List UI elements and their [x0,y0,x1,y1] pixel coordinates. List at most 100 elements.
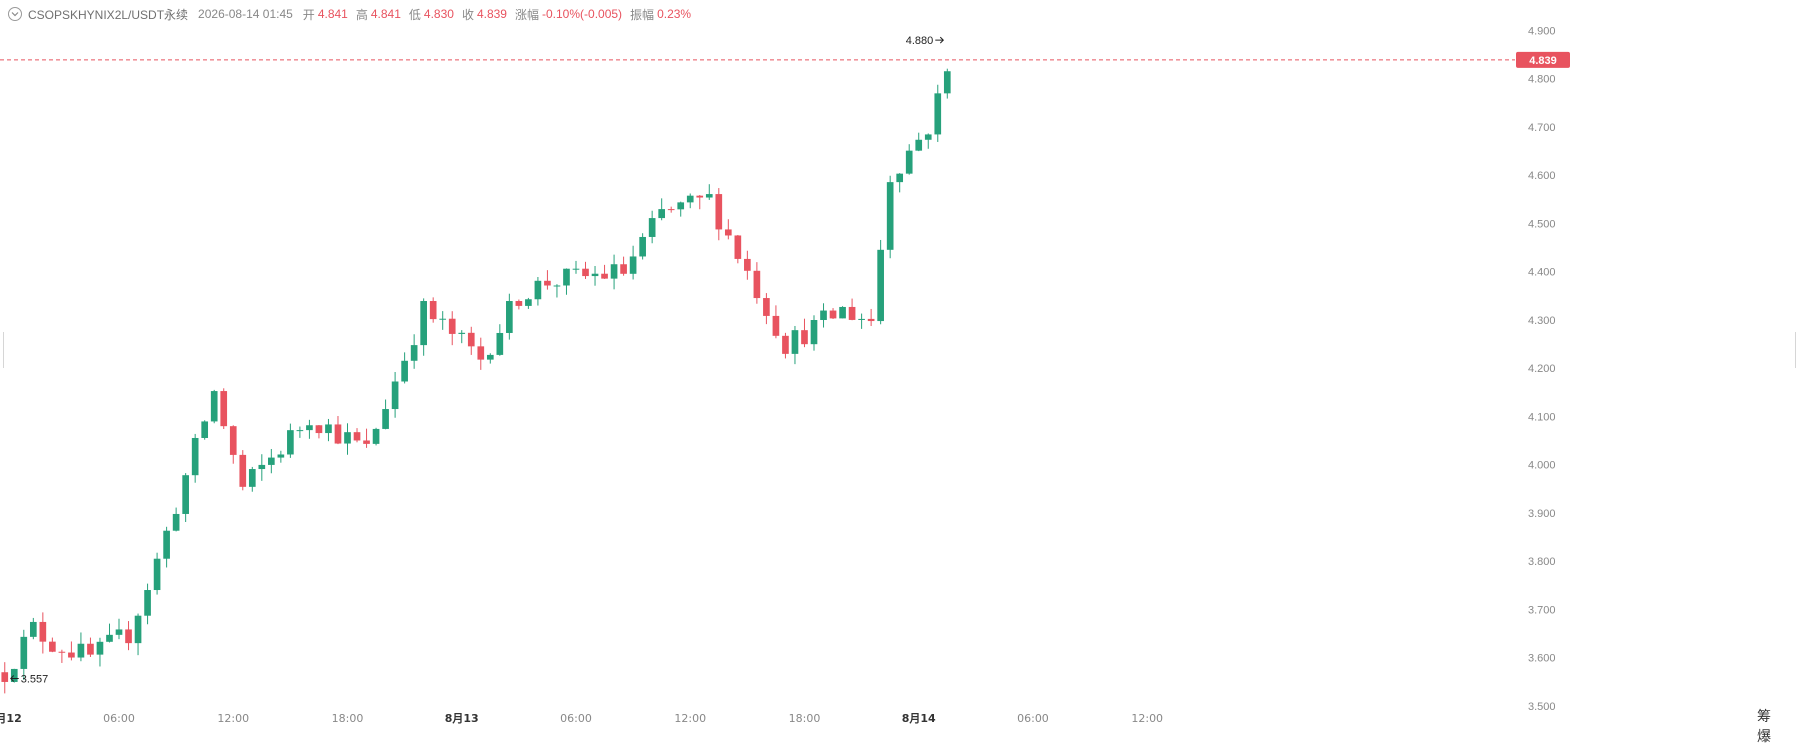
candle[interactable] [172,507,180,532]
candle[interactable] [763,293,770,325]
candle[interactable] [744,250,751,280]
candle[interactable] [49,637,56,653]
candle[interactable] [667,206,675,213]
candle[interactable] [315,425,323,439]
candle[interactable] [296,426,304,438]
candle[interactable] [268,448,275,474]
candle[interactable] [448,311,456,346]
candle[interactable] [1,662,9,694]
candle[interactable] [87,637,94,658]
candle[interactable] [829,308,837,319]
candle[interactable] [20,629,28,680]
candle[interactable] [696,195,704,210]
candle[interactable] [144,583,151,625]
candle[interactable] [29,617,37,640]
candle[interactable] [905,144,913,175]
candle[interactable] [658,198,666,221]
candle[interactable] [429,297,437,323]
candle[interactable] [439,311,447,330]
candle[interactable] [191,433,199,483]
right-scroll-handle[interactable] [1795,332,1799,368]
candle[interactable] [839,306,846,319]
candle[interactable] [134,613,142,656]
candle[interactable] [734,234,742,264]
symbol-label[interactable]: CSOPSKHYNIX2L/USDT永续 [28,7,189,22]
candle[interactable] [896,173,904,193]
candle[interactable] [182,473,189,523]
candle[interactable] [886,175,894,259]
candle[interactable] [791,325,799,365]
candle[interactable] [639,233,646,260]
candle[interactable] [810,315,818,351]
candle[interactable] [629,245,637,280]
candle[interactable] [210,389,218,424]
candle[interactable] [334,416,342,445]
candle[interactable] [601,264,608,279]
price-axis[interactable]: 3.500 3.600 3.700 3.800 3.900 4.000 4.100 4.200… [1528,25,1556,713]
candle[interactable] [486,353,494,364]
candle[interactable] [867,308,875,327]
candle[interactable] [648,210,656,244]
candle[interactable] [753,262,761,304]
candle[interactable] [410,334,418,369]
candle[interactable] [382,399,389,430]
candle[interactable] [534,277,542,306]
candle[interactable] [934,84,942,142]
candle[interactable] [277,450,285,463]
candle[interactable] [620,256,627,276]
candle[interactable] [229,425,237,464]
candle[interactable] [782,332,789,359]
candle[interactable] [248,466,256,492]
candle[interactable] [677,201,685,217]
candle[interactable] [553,284,561,298]
left-scroll-handle[interactable] [0,332,4,368]
candle[interactable] [544,270,551,290]
candle[interactable] [943,68,951,99]
candle[interactable] [10,668,18,683]
candle[interactable] [39,612,47,654]
collapse-chevron-icon[interactable] [8,7,22,21]
candle[interactable] [848,298,856,321]
candle[interactable] [372,427,380,446]
candle[interactable] [68,641,75,661]
candle[interactable] [591,265,599,286]
candle[interactable] [96,637,104,667]
candle[interactable] [820,303,827,328]
candle[interactable] [477,337,485,370]
candle[interactable] [401,352,408,384]
candle[interactable] [77,632,85,662]
candle[interactable] [705,184,713,200]
candle[interactable] [858,313,865,329]
candle[interactable] [715,188,723,241]
candlestick-chart[interactable]: 4.839 4.880 3.557 3.500 3.600 3.700 3.800 3.9… [0,0,1799,729]
candle[interactable] [924,133,932,149]
candle[interactable] [915,132,923,152]
candle[interactable] [724,219,732,240]
candle[interactable] [572,260,580,274]
candle[interactable] [877,239,884,325]
candle[interactable] [525,297,532,309]
candle[interactable] [325,418,332,442]
candle[interactable] [115,618,123,640]
candle[interactable] [420,298,427,356]
candle[interactable] [686,193,694,209]
candle[interactable] [239,450,247,491]
candle[interactable] [106,623,113,643]
candle[interactable] [391,371,399,418]
candle[interactable] [496,324,504,356]
candle[interactable] [344,423,351,455]
candle[interactable] [125,621,132,651]
candle[interactable] [201,420,209,440]
candle[interactable] [353,428,361,443]
candle[interactable] [801,318,808,348]
candle[interactable] [163,526,170,568]
candle[interactable] [563,268,570,295]
candle[interactable] [772,305,780,339]
candle[interactable] [287,423,294,458]
candle[interactable] [515,299,523,310]
candle[interactable] [506,293,513,340]
candle[interactable] [363,428,370,448]
candle[interactable] [58,649,66,663]
candle[interactable] [258,454,266,481]
candle[interactable] [458,330,466,344]
